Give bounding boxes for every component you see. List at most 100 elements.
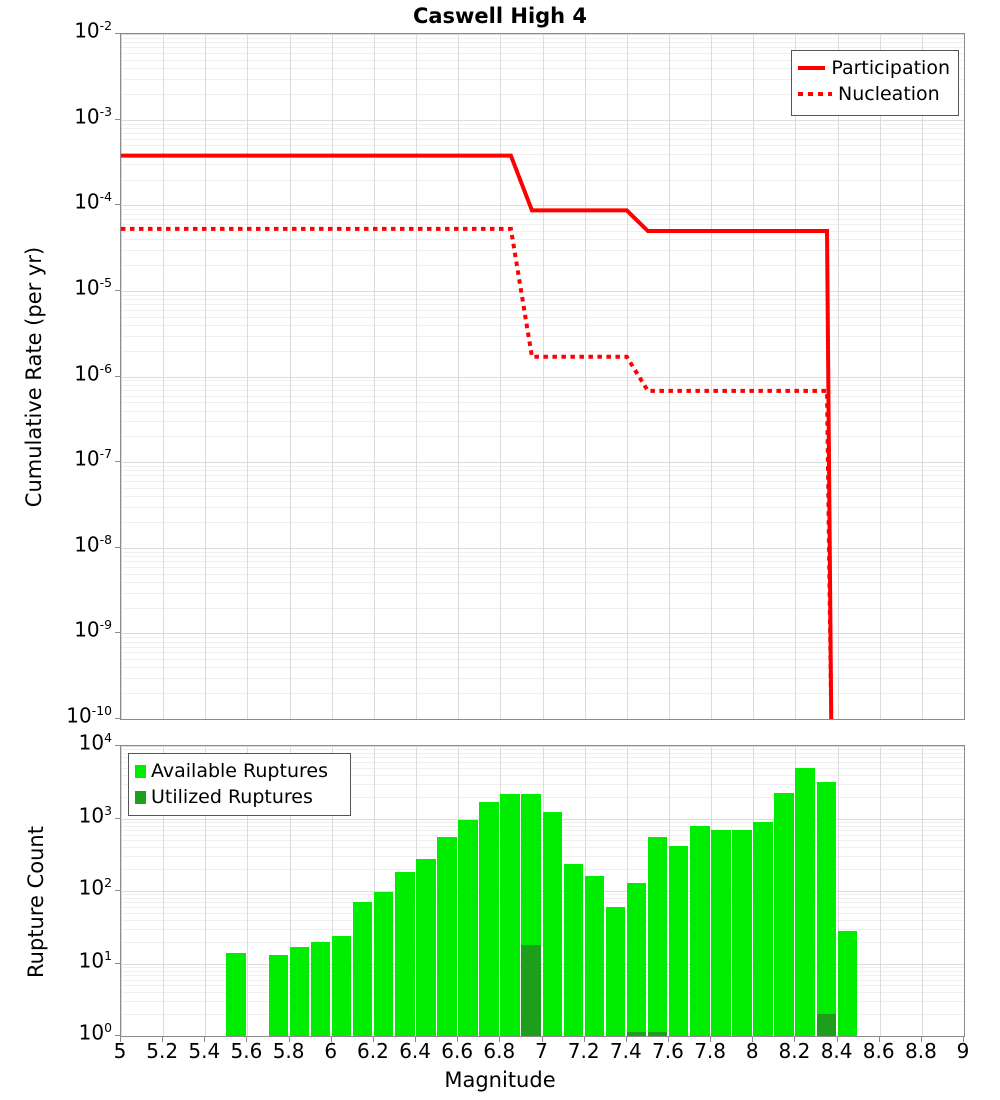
xtick-label: 7.8 bbox=[694, 1039, 726, 1063]
color-swatch-icon bbox=[135, 790, 146, 804]
legend-label: Participation bbox=[831, 57, 950, 79]
bar-available bbox=[310, 941, 331, 1036]
gridline-vertical bbox=[964, 34, 965, 719]
cumulative-rate-plot bbox=[120, 33, 965, 720]
bar-available bbox=[395, 871, 415, 1036]
xtick-label: 6.2 bbox=[356, 1039, 389, 1063]
ytick-label: 10-7 bbox=[74, 446, 112, 471]
ytick-label: 10-9 bbox=[74, 617, 112, 643]
xtick-mark bbox=[541, 1037, 543, 1042]
ytick-mark bbox=[115, 118, 120, 120]
bar-available bbox=[837, 931, 858, 1036]
legend-item: Utilized Ruptures bbox=[135, 784, 342, 810]
gridline-vertical bbox=[921, 746, 923, 1036]
bar-available bbox=[458, 819, 478, 1036]
ytick-mark bbox=[115, 745, 120, 746]
bar-available bbox=[563, 864, 584, 1036]
ytick-mark bbox=[115, 890, 120, 891]
bar-available bbox=[479, 801, 499, 1036]
gridline-vertical bbox=[584, 34, 586, 719]
legend-item: Participation bbox=[798, 55, 950, 81]
xtick-label: 5.6 bbox=[230, 1039, 263, 1063]
gridline-vertical bbox=[121, 746, 122, 1036]
bar-available bbox=[626, 882, 647, 1036]
xtick-mark bbox=[710, 1037, 712, 1042]
ytick-label: 10-2 bbox=[74, 18, 112, 43]
gridline-vertical bbox=[458, 34, 460, 719]
curve-participation bbox=[121, 153, 834, 719]
ytick-label: 10-6 bbox=[74, 360, 112, 386]
gridline-vertical bbox=[331, 34, 333, 719]
rupture-count-bars bbox=[121, 746, 964, 1036]
xtick-label: 9 bbox=[956, 1039, 970, 1063]
ytick-mark bbox=[115, 817, 120, 819]
xtick-label: 6.6 bbox=[441, 1039, 474, 1063]
xtick-label: 8.4 bbox=[820, 1039, 853, 1063]
ytick-label: 103 bbox=[78, 802, 112, 828]
xtick-label: 6.8 bbox=[483, 1039, 516, 1063]
xtick-label: 8.8 bbox=[904, 1039, 937, 1063]
ytick-mark bbox=[115, 962, 120, 964]
bar-available bbox=[690, 825, 710, 1036]
legend-item: Nucleation bbox=[798, 81, 950, 107]
solid-line-icon bbox=[798, 66, 826, 70]
bar-available bbox=[816, 781, 836, 1036]
gridline-vertical bbox=[668, 34, 670, 719]
bar-available bbox=[605, 907, 626, 1036]
bar-utilized bbox=[816, 1014, 836, 1036]
ytick-mark bbox=[115, 33, 120, 34]
bar-available bbox=[774, 793, 794, 1036]
xtick-mark bbox=[583, 1037, 585, 1042]
gridline-vertical bbox=[373, 746, 375, 1036]
xtick-label: 5.2 bbox=[146, 1039, 179, 1063]
rupture-count-plot bbox=[120, 745, 965, 1037]
gridline-vertical bbox=[964, 746, 965, 1036]
xtick-mark bbox=[794, 1037, 796, 1042]
gridline-vertical bbox=[121, 34, 122, 719]
gridline-vertical bbox=[289, 34, 291, 719]
gridline-vertical bbox=[247, 746, 249, 1036]
ytick-mark bbox=[115, 632, 120, 634]
bar-available bbox=[331, 935, 352, 1036]
xtick-label: 5.4 bbox=[188, 1039, 221, 1063]
bar-available bbox=[647, 836, 668, 1036]
gridline-vertical bbox=[416, 34, 418, 719]
gridline-vertical bbox=[331, 746, 333, 1036]
xtick-label: 6.4 bbox=[399, 1039, 431, 1063]
bar-utilized bbox=[521, 945, 541, 1036]
xtick-mark bbox=[372, 1037, 374, 1042]
xtick-label: 7.4 bbox=[609, 1039, 642, 1063]
legend-label: Available Ruptures bbox=[151, 760, 328, 782]
page-title: Caswell High 4 bbox=[412, 4, 588, 28]
gridline-vertical bbox=[626, 34, 628, 719]
bar-available bbox=[500, 794, 520, 1036]
ytick-label: 10-5 bbox=[74, 274, 112, 300]
gridline-vertical bbox=[247, 34, 249, 719]
gridline-vertical bbox=[205, 746, 207, 1036]
gridline-vertical bbox=[879, 746, 881, 1036]
ytick-label: 10-8 bbox=[74, 531, 112, 557]
xtick-label: 8 bbox=[745, 1039, 759, 1063]
xtick-label: 6 bbox=[324, 1039, 338, 1063]
ytick-label: 102 bbox=[78, 875, 112, 900]
xtick-label: 8.6 bbox=[862, 1039, 895, 1063]
bar-available bbox=[753, 821, 773, 1036]
gridline-vertical bbox=[163, 746, 165, 1036]
bar-available bbox=[542, 811, 562, 1036]
xtick-label: 7.2 bbox=[567, 1039, 600, 1063]
gridline-vertical bbox=[921, 34, 923, 719]
bar-available bbox=[373, 891, 394, 1036]
xtick-mark bbox=[330, 1037, 332, 1042]
xtick-mark bbox=[120, 1037, 121, 1042]
gridline-vertical bbox=[542, 34, 544, 719]
xtick-mark bbox=[288, 1037, 290, 1042]
bar-available bbox=[668, 845, 689, 1036]
gridline-vertical bbox=[753, 34, 755, 719]
gridline-vertical bbox=[837, 34, 839, 719]
xtick-mark bbox=[878, 1037, 880, 1042]
bar-available bbox=[711, 829, 731, 1036]
xtick-label: 8.2 bbox=[778, 1039, 811, 1063]
bar-available bbox=[352, 902, 373, 1036]
ytick-label: 10-3 bbox=[74, 103, 112, 129]
gridline-vertical bbox=[289, 746, 291, 1036]
